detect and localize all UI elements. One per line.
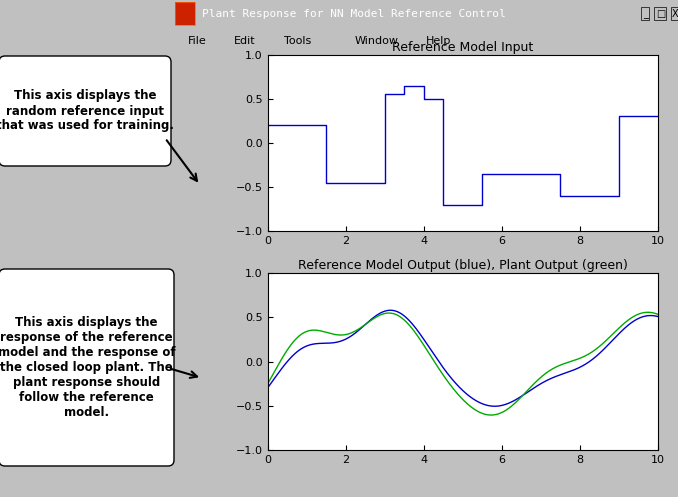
- Text: Tools: Tools: [284, 36, 311, 46]
- Text: Edit: Edit: [233, 36, 255, 46]
- Text: X: X: [672, 8, 678, 19]
- FancyBboxPatch shape: [0, 56, 171, 166]
- Text: _: _: [643, 8, 647, 19]
- FancyBboxPatch shape: [0, 269, 174, 466]
- Text: Window: Window: [355, 36, 399, 46]
- FancyBboxPatch shape: [176, 2, 195, 25]
- Text: This axis displays the
response of the reference
model and the response of
the c: This axis displays the response of the r…: [0, 316, 176, 419]
- Text: □: □: [656, 8, 665, 19]
- Text: Help: Help: [426, 36, 451, 46]
- Title: Reference Model Output (blue), Plant Output (green): Reference Model Output (blue), Plant Out…: [298, 259, 628, 272]
- Text: Plant Response for NN Model Reference Control: Plant Response for NN Model Reference Co…: [202, 8, 506, 19]
- Text: File: File: [188, 36, 207, 46]
- Title: Reference Model Input: Reference Model Input: [392, 40, 534, 54]
- Text: This axis displays the
random reference input
that was used for training.: This axis displays the random reference …: [0, 89, 174, 133]
